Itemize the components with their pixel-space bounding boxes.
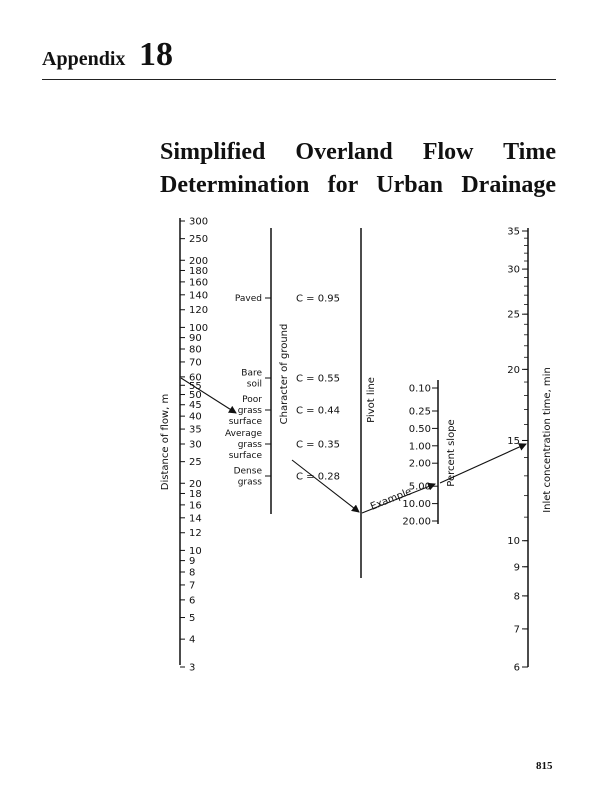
distance-tick-label: 250 — [189, 234, 208, 245]
distance-tick-label: 10 — [189, 546, 202, 557]
appendix-label: Appendix — [42, 48, 126, 70]
time-tick-label: 6 — [514, 663, 520, 674]
slope-tick-label: 0.10 — [409, 384, 431, 395]
time-tick-label: 10 — [507, 536, 520, 547]
slope-tick-label: 1.00 — [409, 441, 431, 452]
distance-tick-label: 300 — [189, 217, 208, 228]
example-line-slope-to-time — [439, 443, 527, 484]
ground-items: Paved C = 0.95 Bare soil C = 0.55 Poor grass su… — [225, 294, 340, 488]
distance-tick-label: 140 — [189, 290, 208, 301]
slope-tick-label: 2.00 — [409, 459, 431, 470]
distance-tick-label: 60 — [189, 372, 202, 383]
slope-tick-label: 20.00 — [402, 517, 431, 528]
runoff-coefficient-label: C = 0.35 — [296, 440, 340, 451]
distance-tick-label: 45 — [189, 400, 202, 411]
distance-tick-label: 180 — [189, 266, 208, 277]
page-number: 815 — [536, 760, 553, 772]
distance-tick-label: 14 — [189, 513, 202, 524]
page-title: Simplified Overland Flow Time Determinat… — [160, 136, 556, 202]
ground-type-label: Paved — [235, 294, 262, 304]
example-line-ground-to-pivot — [291, 459, 360, 513]
slope-axis-label: Percent slope — [446, 419, 457, 486]
time-tick-label: 8 — [514, 591, 520, 602]
distance-tick-label: 16 — [189, 500, 202, 511]
distance-tick-label: 160 — [189, 277, 208, 288]
distance-tick-label: 8 — [189, 568, 195, 579]
slope-tick-label: 5.00 — [409, 482, 431, 493]
ground-type-label: Dense grass — [234, 467, 263, 488]
runoff-coefficient-label: C = 0.95 — [296, 294, 340, 305]
distance-tick-label: 200 — [189, 256, 208, 267]
distance-tick-label: 4 — [189, 635, 195, 646]
time-axis-label: Inlet concentration time, min — [542, 367, 553, 513]
example-line-pivot-to-slope — [361, 482, 436, 514]
distance-tick-label: 40 — [189, 412, 202, 423]
ground-type-label: Average grass surface — [225, 429, 262, 461]
slope-tick-label: 10.00 — [402, 499, 431, 510]
distance-tick-label: 12 — [189, 528, 202, 539]
slope-tick-label: 0.25 — [409, 407, 431, 418]
distance-axis-label: Distance of flow, m — [160, 394, 171, 490]
distance-tick-label: 25 — [189, 457, 202, 468]
appendix-number: 18 — [139, 36, 173, 73]
distance-tick-label: 35 — [189, 425, 202, 436]
distance-tick-label: 30 — [189, 440, 202, 451]
distance-tick-label: 3 — [189, 663, 195, 674]
slope-tick-label: 0.50 — [409, 424, 431, 435]
slope-ticks: 0.10 0.25 0.50 1.00 2.00 5.00 10.00 20.00 — [402, 384, 438, 528]
time-tick-label: 9 — [514, 562, 520, 573]
distance-tick-label: 5 — [189, 613, 195, 624]
distance-ticks: 3002502001801601401201009080706055504540… — [180, 217, 208, 674]
distance-tick-label: 18 — [189, 489, 202, 500]
distance-tick-label: 55 — [189, 381, 202, 392]
distance-tick-label: 100 — [189, 323, 208, 334]
runoff-coefficient-label: C = 0.28 — [296, 472, 340, 483]
time-tick-label: 20 — [507, 365, 520, 376]
title-line-1: Simplified Overland Flow Time — [160, 139, 556, 165]
distance-tick-label: 90 — [189, 333, 202, 344]
time-tick-label: 7 — [514, 624, 520, 635]
distance-tick-label: 70 — [189, 357, 202, 368]
ground-type-label: Bare soil — [241, 369, 262, 390]
pivot-line-label: Pivot line — [366, 377, 377, 423]
time-tick-label: 25 — [507, 310, 520, 321]
distance-tick-label: 50 — [189, 390, 202, 401]
header-rule — [42, 79, 556, 80]
appendix-header: Appendix 18 — [42, 36, 556, 80]
distance-tick-label: 6 — [189, 595, 195, 606]
runoff-coefficient-label: C = 0.55 — [296, 374, 340, 385]
distance-tick-label: 7 — [189, 580, 195, 591]
time-tick-label: 15 — [507, 436, 520, 447]
distance-tick-label: 80 — [189, 345, 202, 356]
time-tick-label: 35 — [507, 227, 520, 238]
distance-tick-label: 120 — [189, 305, 208, 316]
distance-tick-label: 20 — [189, 479, 202, 490]
time-tick-label: 30 — [507, 265, 520, 276]
ground-axis-label: Character of ground — [279, 324, 290, 425]
distance-tick-label: 9 — [189, 556, 195, 567]
time-ticks: 35 30 25 20 15 10 9 8 7 6 — [507, 227, 528, 674]
title-line-2: Determination for Urban Drainage — [160, 172, 556, 198]
example-line-distance-to-ground — [180, 377, 237, 414]
ground-type-label: Poor grass surface — [229, 395, 263, 427]
runoff-coefficient-label: C = 0.44 — [296, 406, 340, 417]
